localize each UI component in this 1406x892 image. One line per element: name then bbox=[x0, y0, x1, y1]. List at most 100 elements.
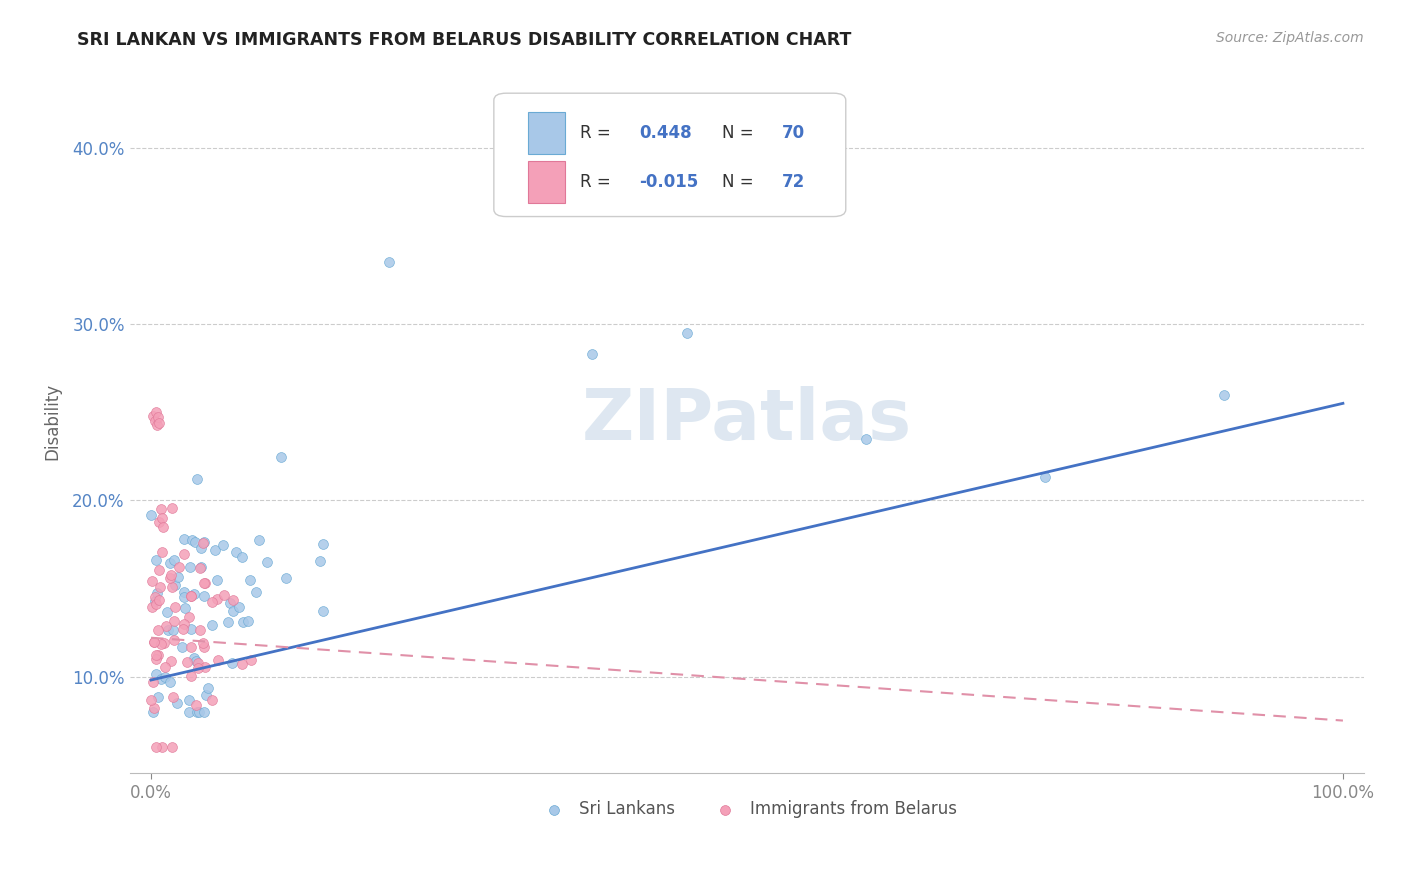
Point bbox=[162, 690, 184, 704]
Point bbox=[143, 593, 166, 607]
Point bbox=[143, 701, 166, 715]
Point bbox=[148, 592, 170, 607]
Text: N =: N = bbox=[723, 124, 754, 142]
Point bbox=[176, 655, 198, 669]
Point bbox=[197, 681, 219, 696]
Point bbox=[167, 559, 190, 574]
Point bbox=[274, 571, 297, 585]
Point bbox=[148, 416, 170, 430]
Point bbox=[193, 590, 215, 604]
Point bbox=[180, 589, 202, 603]
Point bbox=[143, 635, 166, 649]
Point bbox=[183, 651, 205, 665]
Point bbox=[142, 674, 165, 689]
Point bbox=[193, 705, 215, 719]
Point bbox=[145, 652, 167, 666]
Point bbox=[148, 516, 170, 530]
Point bbox=[179, 705, 201, 719]
Point bbox=[159, 556, 181, 570]
Point bbox=[146, 690, 169, 704]
Point bbox=[163, 615, 186, 629]
Point bbox=[166, 696, 188, 710]
Point bbox=[167, 570, 190, 584]
Text: R =: R = bbox=[581, 124, 616, 142]
Point bbox=[160, 654, 183, 668]
Point bbox=[201, 693, 224, 707]
Point bbox=[156, 605, 179, 619]
Point bbox=[231, 549, 253, 564]
Point bbox=[145, 405, 167, 419]
Point bbox=[148, 410, 170, 425]
Point bbox=[160, 580, 183, 594]
Point bbox=[1033, 470, 1056, 484]
Point bbox=[311, 604, 333, 618]
Point bbox=[145, 648, 167, 662]
Y-axis label: Disability: Disability bbox=[44, 383, 60, 459]
Point bbox=[141, 693, 163, 707]
Point bbox=[186, 472, 208, 486]
Point bbox=[270, 450, 292, 464]
Point bbox=[309, 554, 332, 568]
Point bbox=[153, 660, 176, 674]
FancyBboxPatch shape bbox=[529, 112, 565, 154]
Point bbox=[148, 564, 170, 578]
Point bbox=[231, 657, 253, 671]
Point bbox=[150, 672, 173, 686]
Point bbox=[155, 670, 177, 684]
Text: ZIPatlas: ZIPatlas bbox=[582, 386, 912, 456]
Point bbox=[222, 604, 245, 618]
Point bbox=[219, 596, 242, 610]
Point bbox=[184, 535, 207, 549]
Point bbox=[162, 501, 184, 516]
Point bbox=[205, 574, 228, 588]
Point bbox=[145, 598, 167, 612]
Point bbox=[146, 648, 169, 663]
Point bbox=[142, 409, 165, 423]
Point bbox=[186, 705, 208, 719]
Text: Source: ZipAtlas.com: Source: ZipAtlas.com bbox=[1216, 31, 1364, 45]
Point bbox=[179, 669, 201, 683]
Point bbox=[141, 574, 163, 589]
Point bbox=[194, 660, 217, 674]
Point bbox=[150, 545, 173, 559]
Point bbox=[177, 609, 200, 624]
Point bbox=[855, 432, 877, 446]
Point bbox=[228, 599, 250, 614]
Point bbox=[190, 560, 212, 574]
Point bbox=[212, 588, 235, 602]
Point bbox=[312, 537, 335, 551]
Point bbox=[155, 619, 177, 633]
Point bbox=[187, 661, 209, 675]
Point bbox=[256, 555, 278, 569]
Point bbox=[247, 533, 270, 548]
Point bbox=[1212, 387, 1234, 401]
Point bbox=[163, 599, 186, 614]
Point bbox=[145, 666, 167, 681]
Point bbox=[143, 591, 166, 605]
Point bbox=[581, 347, 603, 361]
Point bbox=[188, 623, 211, 637]
Point bbox=[142, 705, 165, 719]
Point bbox=[193, 576, 215, 591]
Point bbox=[163, 632, 186, 647]
Point bbox=[221, 656, 243, 670]
Point bbox=[378, 255, 401, 269]
Point bbox=[193, 636, 215, 650]
Point bbox=[160, 568, 183, 582]
Point bbox=[190, 541, 212, 556]
Point bbox=[145, 553, 167, 567]
Text: SRI LANKAN VS IMMIGRANTS FROM BELARUS DISABILITY CORRELATION CHART: SRI LANKAN VS IMMIGRANTS FROM BELARUS DI… bbox=[77, 31, 852, 49]
Point bbox=[150, 511, 173, 525]
Point bbox=[193, 640, 215, 654]
Point bbox=[676, 326, 699, 340]
Point bbox=[149, 580, 172, 594]
Point bbox=[152, 519, 174, 533]
Point bbox=[239, 653, 262, 667]
Point bbox=[201, 595, 224, 609]
Point bbox=[145, 739, 167, 754]
Point bbox=[221, 592, 243, 607]
Point bbox=[173, 617, 195, 632]
Point bbox=[173, 532, 195, 546]
Point bbox=[146, 417, 169, 432]
Point bbox=[181, 533, 204, 547]
